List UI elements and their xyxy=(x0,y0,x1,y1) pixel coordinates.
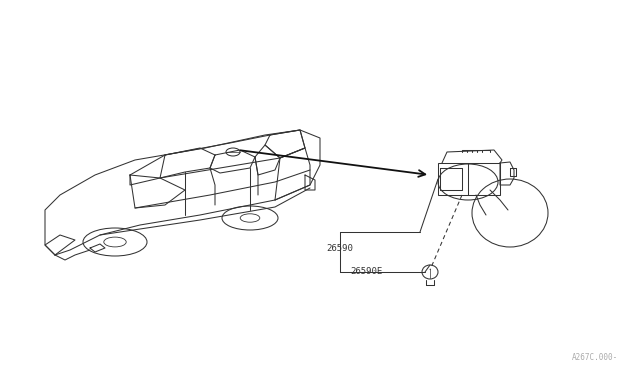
Bar xyxy=(438,163,500,195)
Text: 26590E: 26590E xyxy=(350,267,382,276)
Text: 26590: 26590 xyxy=(326,244,353,253)
Text: A267C.000-: A267C.000- xyxy=(572,353,618,362)
